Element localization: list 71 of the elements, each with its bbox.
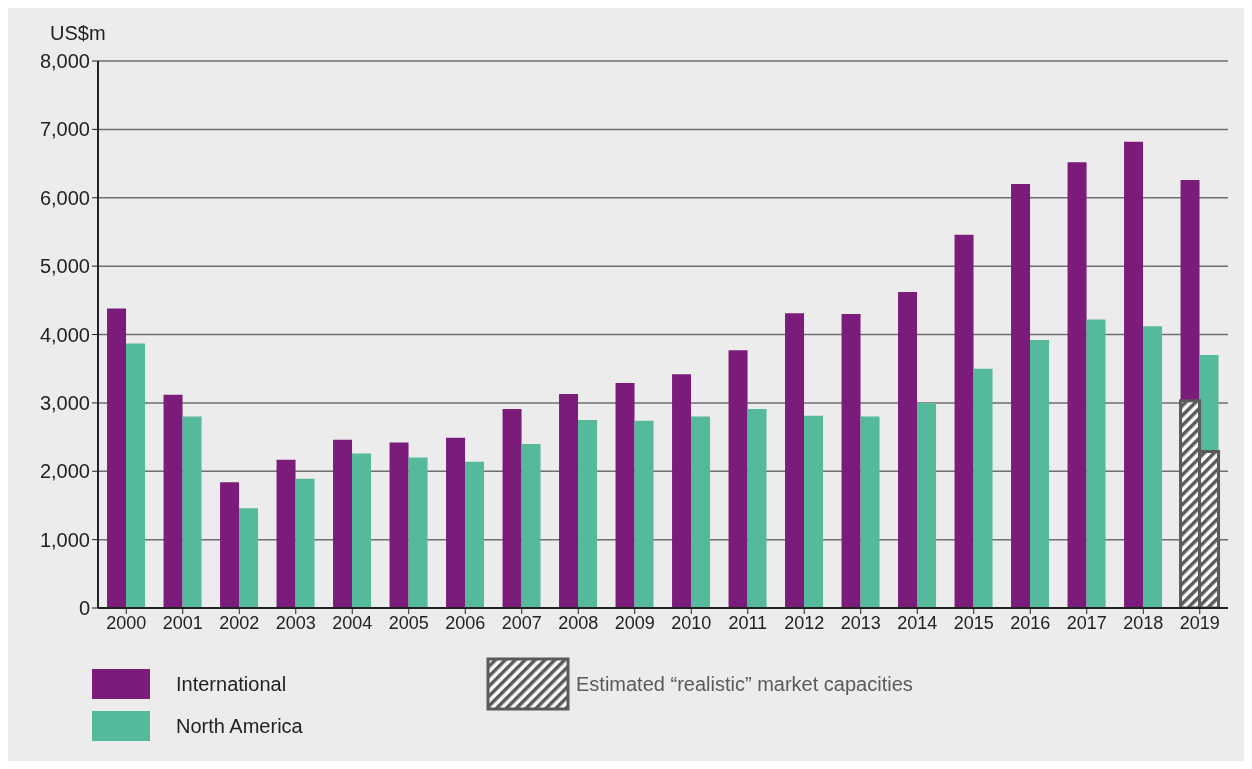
x-tick-label: 2019 [1179, 612, 1220, 633]
text: Estimated “realistic” market capacities [576, 672, 913, 696]
bar [841, 313, 861, 608]
bar [1011, 184, 1031, 608]
bar [521, 443, 541, 608]
bar [559, 393, 579, 608]
bar [333, 439, 353, 608]
x-tick-label: 2018 [1123, 612, 1164, 633]
bar [446, 437, 466, 608]
x-tick-label: 2000 [106, 612, 147, 633]
x-tick-label: 2008 [558, 612, 599, 633]
bar [898, 292, 918, 608]
x-tick-label: 2012 [784, 612, 825, 633]
y-tick-label: 2,000 [39, 460, 90, 483]
x-tick-label: 2013 [840, 612, 881, 633]
x-tick-label: 2017 [1066, 612, 1107, 633]
y-tick-label: 4,000 [39, 323, 90, 346]
x-tick-label: 2001 [162, 612, 203, 633]
bar [785, 313, 805, 608]
y-tick-label: 3,000 [39, 391, 90, 414]
bar [672, 374, 692, 608]
legend-label: North America [176, 714, 303, 738]
y-tick-label: 8,000 [39, 50, 90, 73]
y-axis-title: US$m [50, 22, 106, 45]
y-tick-label: 7,000 [39, 118, 90, 141]
y-tick-label: 5,000 [39, 255, 90, 278]
x-tick-label: 2015 [953, 612, 994, 633]
bar [691, 416, 711, 608]
x-tick-label: 2014 [897, 612, 938, 633]
bar [295, 478, 315, 608]
legend-label: International [176, 672, 287, 696]
bar [615, 383, 635, 608]
bar [182, 416, 202, 608]
bar [502, 409, 522, 608]
x-tick-label: 2003 [275, 612, 316, 633]
bar [276, 459, 296, 608]
x-tick-label: 2002 [219, 612, 260, 633]
bar [352, 453, 372, 608]
bar [747, 409, 767, 608]
bar [1030, 339, 1050, 608]
x-tick-label: 2004 [332, 612, 373, 633]
bar [1143, 326, 1163, 608]
bar [954, 234, 974, 608]
bar [917, 402, 937, 608]
x-tick-label: 2011 [728, 612, 768, 633]
bar [860, 416, 880, 608]
bar [973, 368, 993, 608]
y-tick-label: 6,000 [39, 186, 90, 209]
x-tick-label: 2007 [501, 612, 542, 633]
bar [1067, 162, 1087, 608]
bar [1124, 141, 1144, 608]
bar [465, 461, 485, 608]
bar [163, 394, 183, 608]
y-tick-label: 0 [78, 597, 90, 620]
bar [107, 308, 127, 608]
bar [634, 420, 654, 608]
bar [389, 442, 409, 608]
bar [728, 350, 748, 608]
bar [126, 343, 146, 608]
bar [220, 482, 240, 608]
x-tick-label: 2010 [671, 612, 712, 633]
bar [578, 419, 598, 608]
x-tick-label: 2006 [445, 612, 486, 633]
bar [804, 415, 824, 608]
y-tick-label: 1,000 [39, 528, 90, 551]
bar [408, 457, 428, 608]
x-tick-label: 2009 [614, 612, 655, 633]
x-tick-label: 2005 [388, 612, 429, 633]
bar [239, 508, 259, 608]
bar [1086, 319, 1106, 608]
x-tick-label: 2016 [1010, 612, 1051, 633]
